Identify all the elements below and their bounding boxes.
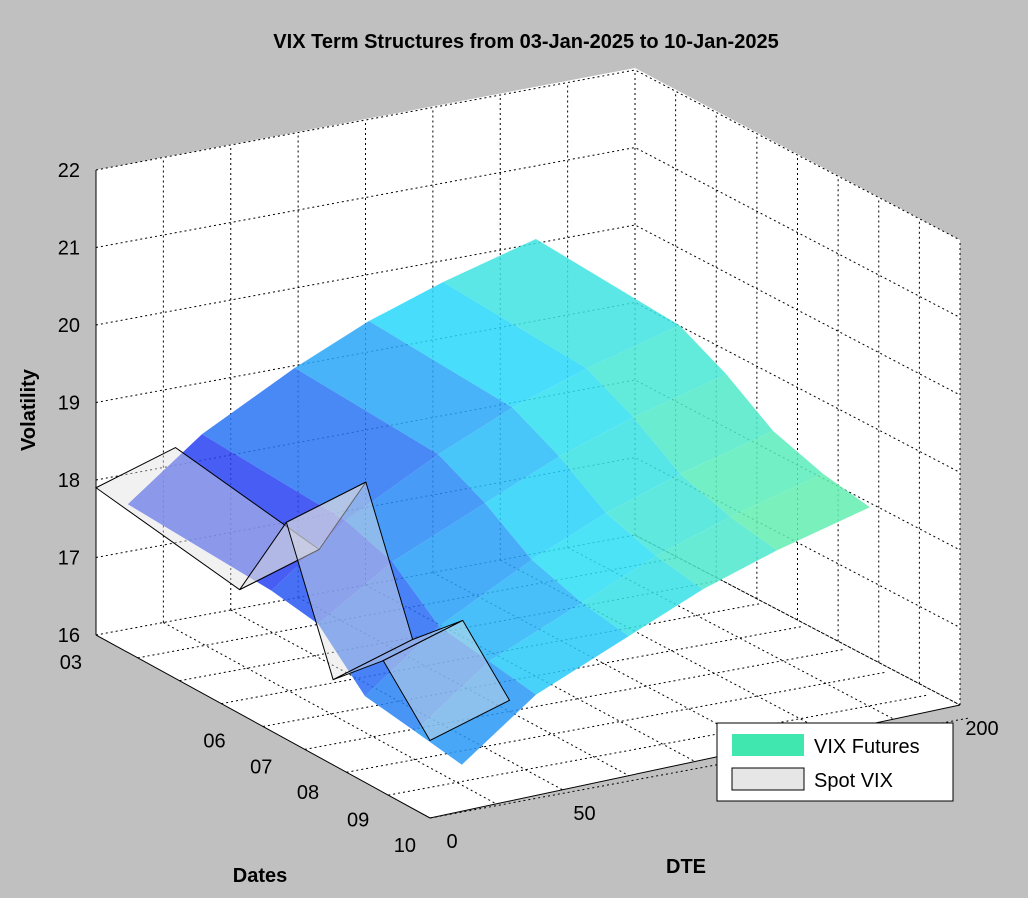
vix-futures-patch-4-1 — [489, 602, 629, 695]
vix-futures-patch-3-1 — [439, 559, 582, 662]
vix-futures-patch-3-3 — [606, 473, 731, 556]
vix-futures-patch-1-1 — [345, 454, 486, 562]
vix-futures-patch-1-3 — [512, 368, 634, 457]
vix-futures-patch-1-4 — [586, 325, 727, 418]
legend-label-spot-vix: Spot VIX — [814, 770, 893, 792]
z-tick-label-21: 21 — [58, 238, 80, 260]
vix-futures-patch-0-4 — [443, 238, 680, 369]
vix-futures-patch-2-3 — [559, 417, 681, 513]
vix-futures-patch-4-2 — [581, 555, 703, 637]
vix-futures-patch-2-2 — [485, 456, 607, 560]
y-axis-label: Dates — [233, 865, 287, 887]
spot-vix-patch-4 — [382, 619, 511, 742]
vix-futures-patch-0-2 — [294, 321, 513, 455]
dte-tick-label-50: 50 — [573, 803, 595, 825]
vix-futures-patch-4-3 — [656, 516, 778, 590]
date-tick-label-10: 10 — [394, 835, 416, 857]
grid-line-floor-date-3 — [221, 603, 761, 705]
vix-futures-patch-4-4 — [730, 473, 870, 551]
z-axis-label: Volatility — [18, 368, 40, 451]
grid-line-floor-dte-1 — [163, 622, 497, 805]
vix-futures-patch-3-4 — [680, 430, 824, 517]
chart-title: VIX Term Structures from 03-Jan-2025 to … — [273, 31, 778, 53]
legend-label-vix-futures: VIX Futures — [814, 736, 920, 758]
vix-futures-patch-2-4 — [633, 374, 774, 474]
z-tick-label-16: 16 — [58, 625, 80, 647]
date-tick-label-08: 08 — [297, 782, 319, 804]
surfaces — [95, 238, 870, 765]
dte-tick-label-0: 0 — [446, 831, 457, 853]
date-tick-label-09: 09 — [347, 809, 369, 831]
date-tick-label-07: 07 — [250, 756, 272, 778]
grid-line-floor-dte-5 — [432, 572, 762, 748]
z-tick-label-19: 19 — [58, 393, 80, 415]
vix-futures-patch-3-0 — [364, 626, 490, 732]
legend-swatch-vix-futures — [732, 734, 804, 756]
grid-line-floor-date-4 — [262, 626, 803, 727]
vix-futures-patch-0-1 — [202, 367, 439, 521]
grid-line-floor-date-6 — [346, 671, 886, 773]
vix-futures-patch-0-3 — [368, 281, 587, 408]
z-tick-label-20: 20 — [58, 315, 80, 337]
x-axis-label: DTE — [666, 856, 706, 878]
vix-futures-patch-4-0 — [415, 661, 536, 765]
vix-futures-patch-3-2 — [531, 512, 657, 603]
y-axis-line — [95, 634, 431, 819]
z-tick-label-17: 17 — [58, 548, 80, 570]
vix-futures-patch-0-0 — [127, 434, 346, 591]
tick-labels: 16 17 18 19 20 21 22 03 06 07 08 09 10 0 50 200 — [58, 160, 999, 857]
z-tick-label-22: 22 — [58, 160, 80, 182]
legend-swatch-spot-vix — [731, 767, 805, 791]
legend: VIX Futures Spot VIX — [716, 722, 954, 802]
z-tick-label-18: 18 — [58, 470, 80, 492]
vix-futures-patch-1-2 — [438, 407, 560, 504]
vix-futures-patch-2-0 — [318, 561, 440, 697]
vix-futures-patch-2-1 — [392, 503, 532, 627]
grid-line-floor-date-5 — [304, 648, 844, 750]
date-tick-label-06: 06 — [203, 731, 225, 753]
grid-line-floor-date-7 — [388, 694, 928, 796]
date-tick-label-03: 03 — [60, 652, 82, 674]
dte-tick-label-200: 200 — [965, 718, 998, 740]
vix-futures-patch-1-0 — [271, 520, 393, 625]
